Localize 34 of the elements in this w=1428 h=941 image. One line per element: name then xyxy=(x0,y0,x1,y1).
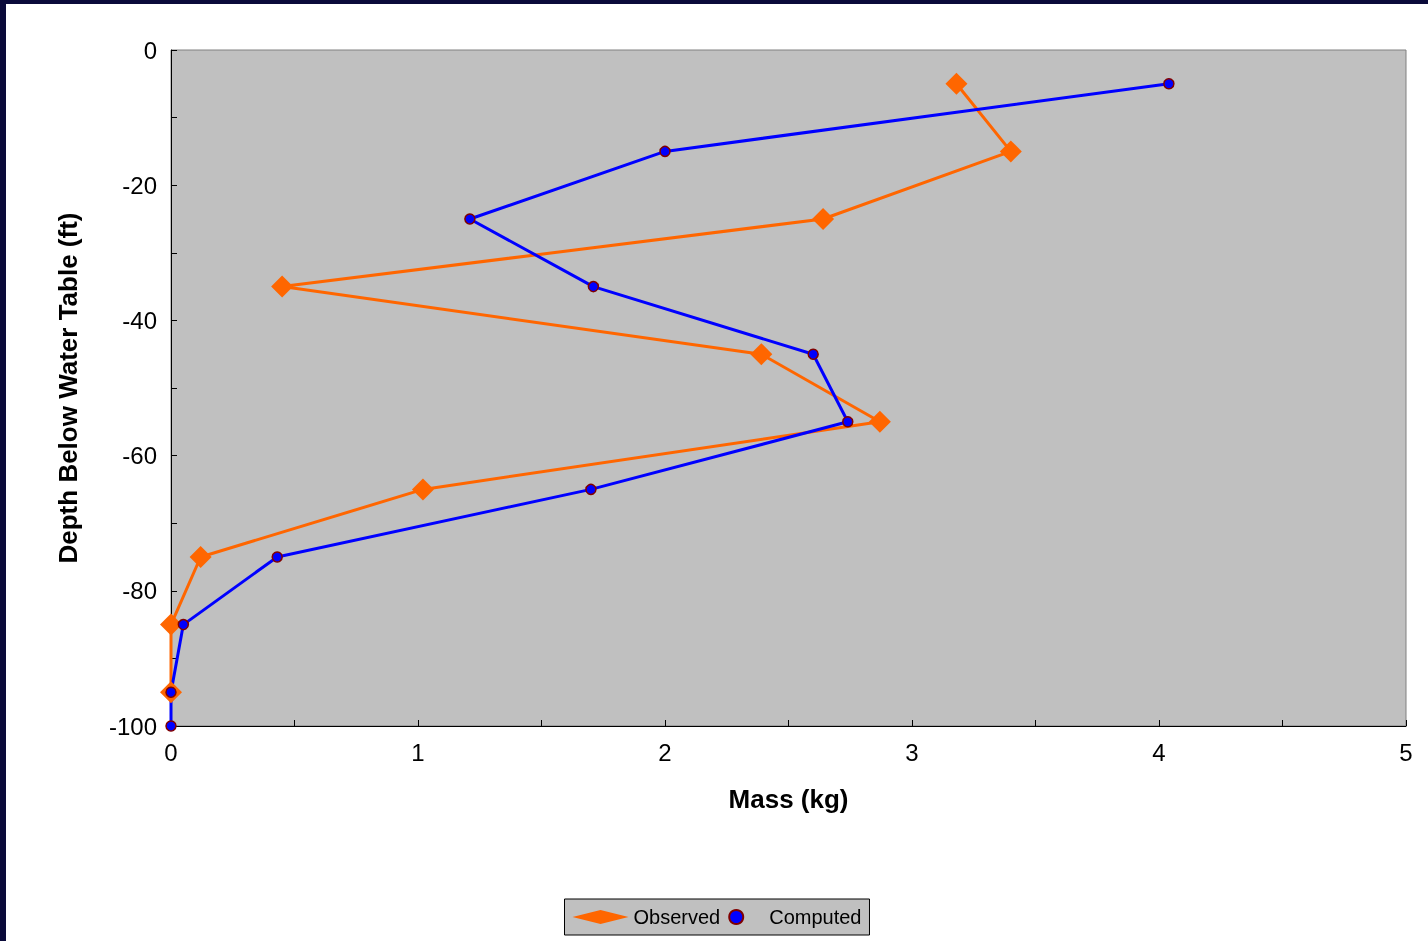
point xyxy=(271,275,294,298)
x-tick-label: 5 xyxy=(1399,738,1413,766)
y-tick-label: 0 xyxy=(143,36,157,64)
point xyxy=(1163,78,1175,90)
point xyxy=(999,140,1022,163)
point xyxy=(812,208,835,230)
point xyxy=(271,551,283,563)
y-tick-label: -60 xyxy=(122,442,157,470)
point xyxy=(807,348,819,360)
point xyxy=(868,410,891,433)
x-tick-label: 2 xyxy=(658,738,672,766)
y-tick-label: -80 xyxy=(122,577,157,605)
legend-label: Computed xyxy=(769,906,862,928)
point xyxy=(587,280,600,293)
point xyxy=(750,343,773,366)
point xyxy=(585,483,597,496)
x-axis-title: Mass (kg) xyxy=(728,784,849,814)
x-tick-label: 0 xyxy=(164,738,178,766)
point xyxy=(411,478,434,501)
y-tick-label: -100 xyxy=(108,712,157,740)
x-tick-label: 1 xyxy=(411,738,425,766)
y-axis-title: Depth Below Water Table (ft) xyxy=(53,212,83,564)
y-tick-label: -40 xyxy=(122,306,157,334)
point xyxy=(659,145,671,158)
legend-label: Observed xyxy=(633,906,721,928)
y-tick-label: -20 xyxy=(122,171,157,199)
point xyxy=(189,546,212,568)
x-tick-label: 4 xyxy=(1152,738,1166,766)
point xyxy=(842,416,854,428)
point xyxy=(464,213,476,225)
x-tick-label: 3 xyxy=(905,738,919,766)
point xyxy=(177,618,190,631)
point xyxy=(945,72,968,95)
point xyxy=(165,720,177,732)
